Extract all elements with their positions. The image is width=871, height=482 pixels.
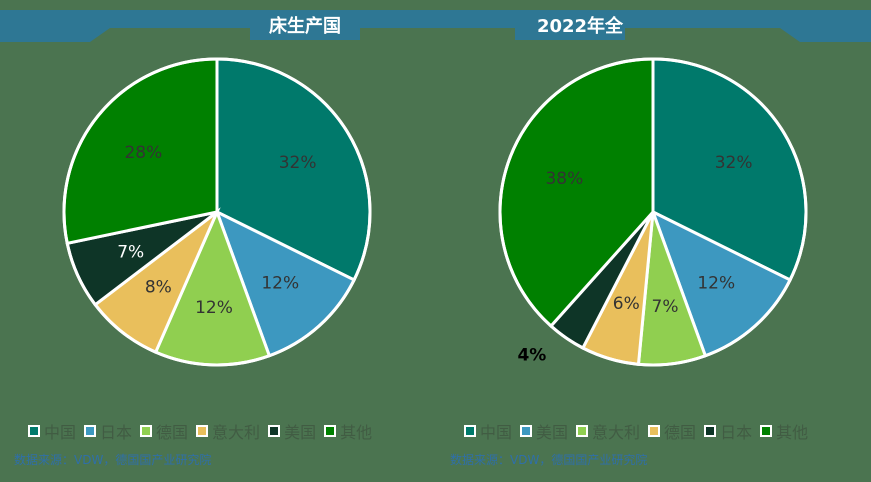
- legend-swatch: [576, 425, 589, 437]
- legend-swatch: [140, 425, 153, 437]
- legend-item-right-1: 美国: [520, 419, 568, 443]
- legend-item-left-4: 美国: [268, 419, 316, 443]
- pie-label-right-1: 12%: [697, 274, 735, 294]
- legend-right: 中国 美国 意大利 德国 日本 其他: [464, 420, 816, 442]
- legend-swatch: [84, 425, 97, 437]
- legend-label: 美国: [536, 423, 569, 442]
- legend-label: 中国: [480, 423, 513, 442]
- legend-item-left-0: 中国: [28, 419, 76, 443]
- legend-swatch: [704, 425, 717, 437]
- legend-swatch: [28, 425, 40, 437]
- pie-outline-right: [498, 57, 808, 367]
- legend-item-left-1: 日本: [84, 419, 132, 443]
- pie-label-right-4: 4%: [517, 345, 546, 365]
- pie-label-left-1: 12%: [261, 274, 299, 294]
- pie-label-left-3: 8%: [145, 278, 172, 298]
- header-banner: [0, 10, 871, 42]
- legend-item-right-5: 其他: [760, 419, 808, 443]
- legend-label: 其他: [340, 423, 373, 442]
- legend-label: 其他: [776, 423, 809, 442]
- legend-swatch: [196, 425, 209, 437]
- pie-label-left-4: 7%: [117, 242, 144, 262]
- legend-label: 日本: [720, 423, 753, 442]
- legend-swatch: [520, 425, 533, 437]
- legend-item-right-2: 意大利: [576, 419, 640, 443]
- legend-swatch: [268, 425, 281, 437]
- pie-outline-left: [62, 57, 372, 367]
- legend-label: 德国: [664, 423, 697, 442]
- legend-item-right-0: 中国: [464, 419, 512, 443]
- source-note-left: 数据来源：VDW，德国国产业研究院: [14, 453, 212, 467]
- legend-label: 美国: [284, 423, 317, 442]
- pie-label-left-5: 28%: [124, 143, 162, 163]
- title-background-right: [515, 12, 625, 40]
- legend-item-left-5: 其他: [324, 419, 372, 443]
- pie-label-right-0: 32%: [715, 153, 753, 173]
- pie-label-right-3: 6%: [613, 294, 640, 314]
- legend-item-right-3: 德国: [648, 419, 696, 443]
- chart-title-left: 床生产国: [269, 16, 341, 37]
- pie-label-right-2: 7%: [652, 297, 679, 317]
- legend-swatch: [324, 425, 337, 437]
- legend-label: 中国: [44, 423, 77, 442]
- banner-shape: [0, 10, 871, 42]
- legend-item-left-3: 意大利: [196, 419, 260, 443]
- pie-label-right-5: 38%: [545, 169, 583, 189]
- legend-label: 日本: [100, 423, 133, 442]
- source-note-right: 数据来源：VDW，德国国产业研究院: [450, 453, 648, 467]
- pie-label-left-2: 12%: [195, 298, 233, 318]
- legend-item-right-4: 日本: [704, 419, 752, 443]
- legend-item-left-2: 德国: [140, 419, 188, 443]
- legend-swatch: [760, 425, 773, 437]
- legend-swatch: [648, 425, 661, 437]
- title-background-left: [250, 12, 360, 40]
- chart-title-right: 2022年全: [536, 16, 624, 37]
- legend-swatch: [464, 425, 476, 437]
- legend-label: 德国: [156, 423, 189, 442]
- legend-label: 意大利: [212, 423, 261, 442]
- pie-label-left-0: 32%: [279, 153, 317, 173]
- legend-label: 意大利: [592, 423, 641, 442]
- legend-left: 中国 日本 德国 意大利 美国 其他: [28, 420, 380, 442]
